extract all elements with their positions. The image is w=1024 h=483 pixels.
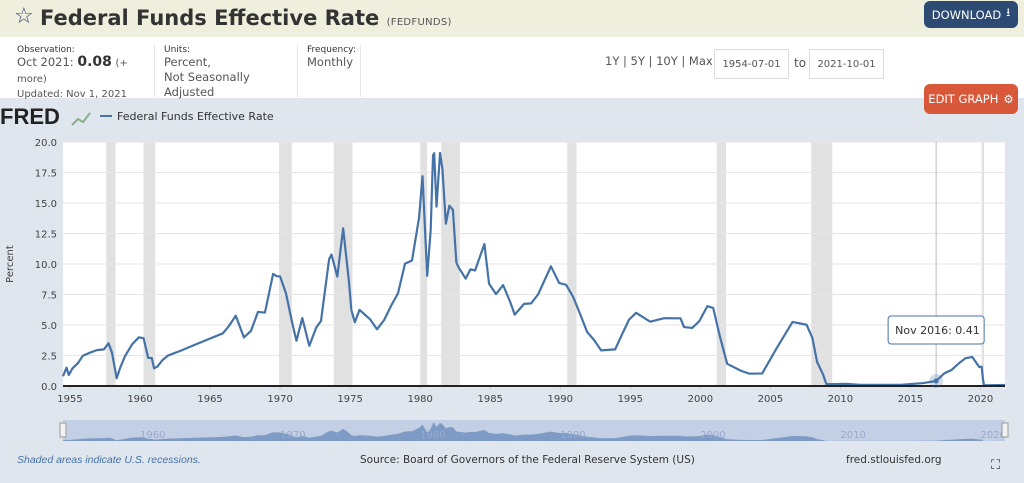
x-tick-label: 1985 xyxy=(478,394,503,405)
navigator-left-handle[interactable] xyxy=(59,422,67,438)
to-label: to xyxy=(794,56,807,70)
navigator-tick-label: 1980 xyxy=(420,430,445,441)
series-id: (FEDFUNDS) xyxy=(386,17,452,28)
frequency-block: Frequency: Monthly xyxy=(305,45,361,97)
x-tick-label: 2015 xyxy=(898,394,923,405)
units-value-1: Percent, xyxy=(164,55,211,69)
start-date-input[interactable]: 1954-07-01 xyxy=(714,49,789,79)
range-max[interactable]: Max xyxy=(688,54,713,68)
units-label: Units: xyxy=(164,45,191,55)
units-value-2: Not Seasonally Adjusted xyxy=(164,70,250,99)
x-tick-label: 2010 xyxy=(828,394,853,405)
navigator-tick-label: 2000 xyxy=(700,430,725,441)
x-tick-label: 1960 xyxy=(127,394,152,405)
navigator-window xyxy=(63,420,1005,441)
y-tick-label: 10.0 xyxy=(35,260,57,271)
fred-logo-chart-icon xyxy=(71,112,91,126)
x-tick-label: 1975 xyxy=(337,394,362,405)
tooltip-text: Nov 2016: 0.41 xyxy=(895,324,980,337)
y-tick-label: 5.0 xyxy=(41,321,57,332)
y-axis-title: Percent xyxy=(5,245,16,283)
tooltip-date: Nov 2016: xyxy=(895,324,955,337)
legend-label: Federal Funds Effective Rate xyxy=(117,110,274,123)
updated-date: Updated: Nov 1, 2021 xyxy=(17,89,127,100)
page-title: Federal Funds Effective Rate (FEDFUNDS) xyxy=(40,6,452,30)
fred-logo: FRED xyxy=(0,104,60,129)
frequency-label: Frequency: xyxy=(307,45,356,55)
tooltip-value: 0.41 xyxy=(955,324,980,337)
units-block: Units: Percent, Not Seasonally Adjusted xyxy=(162,45,298,99)
tooltip-box xyxy=(887,315,985,345)
range-1y[interactable]: 1Y xyxy=(605,54,620,68)
y-tick-label: 0.0 xyxy=(41,382,57,393)
more-link[interactable]: (+ more) xyxy=(17,58,128,85)
navigator-tick-label: 1990 xyxy=(560,430,585,441)
observation-value: 0.08 xyxy=(77,54,112,70)
recession-note: Shaded areas indicate U.S. recessions. xyxy=(17,454,201,466)
edit-graph-button[interactable]: EDIT GRAPH ⚙ xyxy=(924,84,1018,114)
data-point-marker xyxy=(933,378,939,384)
x-tick-label: 1990 xyxy=(548,394,573,405)
x-tick-label: 1995 xyxy=(618,394,643,405)
y-tick-label: 17.5 xyxy=(35,169,57,180)
star-outline-icon[interactable]: ☆ xyxy=(14,4,34,29)
x-tick-label: 1980 xyxy=(407,394,432,405)
expand-icon[interactable]: ⛶ xyxy=(991,458,1001,473)
x-tick-label: 2000 xyxy=(688,394,713,405)
download-label: DOWNLOAD xyxy=(931,7,1002,22)
y-tick-label: 20.0 xyxy=(35,138,57,149)
series-title: Federal Funds Effective Rate xyxy=(40,6,380,30)
source-text: Source: Board of Governors of the Federa… xyxy=(360,454,695,466)
range-5y[interactable]: 5Y xyxy=(630,54,645,68)
observation-period: Oct 2021: xyxy=(17,55,74,69)
y-tick-label: 2.5 xyxy=(41,352,57,363)
x-tick-label: 2020 xyxy=(968,394,993,405)
navigator-tick-label: 1970 xyxy=(280,430,305,441)
observation-label: Observation: xyxy=(17,45,75,55)
range-10y[interactable]: 10Y xyxy=(656,54,678,68)
navigator-right-handle[interactable] xyxy=(1001,422,1009,438)
title-bar: ☆ Federal Funds Effective Rate (FEDFUNDS… xyxy=(0,0,1024,37)
frequency-value: Monthly xyxy=(307,55,354,69)
x-tick-label: 1970 xyxy=(267,394,292,405)
download-icon: ⭳ xyxy=(1006,5,1011,19)
series-line xyxy=(61,151,1006,387)
range-selector: 1Y | 5Y | 10Y | Max xyxy=(605,54,713,68)
navigator-tick-label: 2020 xyxy=(980,430,1005,441)
info-bar: Observation: Oct 2021: 0.08 (+ more) Upd… xyxy=(0,37,1024,114)
x-tick-label: 1965 xyxy=(197,394,222,405)
observation-block: Observation: Oct 2021: 0.08 (+ more) Upd… xyxy=(15,45,155,100)
y-tick-label: 7.5 xyxy=(41,291,57,302)
navigator-tick-label: 1960 xyxy=(140,430,165,441)
edit-graph-label: EDIT GRAPH xyxy=(928,92,999,106)
y-tick-label: 15.0 xyxy=(35,199,57,210)
end-date-input[interactable]: 2021-10-01 xyxy=(809,49,884,79)
gear-icon: ⚙ xyxy=(1003,92,1014,106)
site-link[interactable]: fred.stlouisfed.org xyxy=(846,454,942,466)
chart: FRED Federal Funds Effective Rate Percen… xyxy=(0,104,1009,441)
y-tick-label: 12.5 xyxy=(35,230,57,241)
download-button[interactable]: DOWNLOAD ⭳ xyxy=(924,1,1018,28)
navigator-series-area xyxy=(63,422,1005,441)
navigator-tick-label: 2010 xyxy=(840,430,865,441)
x-tick-label: 1955 xyxy=(57,394,82,405)
x-tick-label: 2005 xyxy=(758,394,783,405)
